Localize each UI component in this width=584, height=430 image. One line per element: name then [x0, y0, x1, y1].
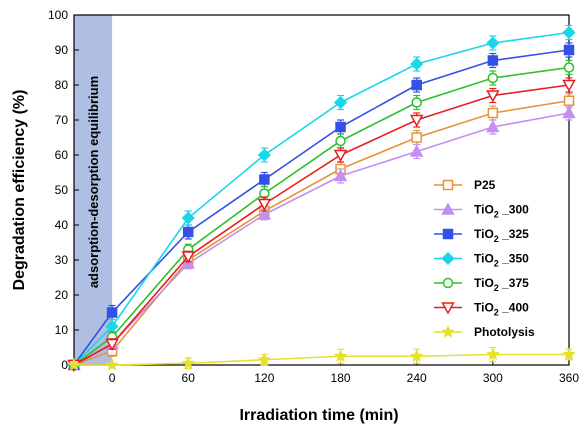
data-point — [335, 135, 346, 147]
axes-layer: 0 10 20 30 40 50 60 70 80 90 100 0 60 120 180 240 300 360 — [48, 8, 579, 385]
data-point — [487, 107, 499, 119]
x-tick-label: 300 — [483, 371, 503, 385]
data-point — [409, 349, 424, 362]
series-line — [73, 31, 570, 366]
legend-label: TiO2 _350 — [474, 252, 529, 269]
series-line — [73, 66, 570, 366]
data-point — [411, 79, 422, 91]
data-point — [410, 57, 424, 71]
data-point — [257, 352, 272, 366]
data-point — [257, 207, 272, 220]
series-6 — [67, 346, 576, 371]
data-point — [442, 228, 454, 240]
data-point — [67, 357, 81, 371]
data-point — [487, 55, 499, 66]
x-tick-label: 180 — [331, 371, 351, 385]
y-tick-label: 30 — [55, 253, 69, 267]
series-line — [73, 99, 570, 366]
legend-label: TiO2 _325 — [474, 227, 529, 244]
data-point — [181, 251, 195, 264]
x-tick-label: 0 — [109, 371, 116, 385]
legend-item: P25 — [434, 178, 496, 192]
data-point — [105, 338, 119, 352]
data-point — [562, 25, 576, 40]
data-point — [335, 121, 346, 133]
y-axis-title: Degradation efficiency (%) — [11, 90, 28, 291]
y-tick-label: 100 — [48, 8, 68, 22]
legend-label: TiO2 _375 — [474, 276, 529, 293]
data-point — [333, 349, 348, 362]
x-axis-title: Irradiation time (min) — [239, 407, 398, 424]
y-tick-label: 20 — [55, 288, 69, 302]
data-point — [442, 179, 454, 191]
x-tick-label: 360 — [559, 371, 579, 385]
data-point — [409, 114, 424, 128]
data-point — [486, 36, 500, 50]
series-3 — [67, 24, 576, 372]
series-line — [73, 49, 570, 366]
data-point — [411, 132, 422, 143]
data-point — [441, 324, 455, 338]
adsorption-region-label: adsorption-desorption equilibrium — [86, 76, 101, 288]
legend-item: TiO2 _350 — [434, 252, 529, 269]
data-point — [106, 307, 118, 318]
legend-item: TiO2 _400 — [434, 301, 529, 318]
y-tick-label: 10 — [55, 323, 69, 337]
series-2 — [68, 42, 575, 371]
data-point — [442, 277, 454, 289]
y-tick-label: 60 — [55, 148, 69, 162]
adsorption-region — [74, 15, 113, 365]
data-point — [409, 144, 424, 157]
data-point — [562, 105, 576, 119]
y-tick-label: 0 — [61, 358, 68, 372]
data-point — [182, 226, 194, 238]
x-tick-label: 240 — [407, 371, 427, 385]
series-line — [73, 84, 570, 366]
data-point — [486, 347, 500, 361]
data-point — [411, 97, 422, 108]
data-point — [259, 174, 270, 185]
adsorption-band-layer: adsorption-desorption equilibrium — [74, 15, 113, 365]
data-point — [563, 62, 575, 73]
legend-item: TiO2 _375 — [434, 276, 529, 293]
data-point — [333, 95, 348, 110]
legend-label: P25 — [474, 178, 496, 192]
legend-item: TiO2 _300 — [434, 202, 529, 220]
series-line — [74, 353, 569, 366]
legend-label: Photolysis — [474, 325, 535, 339]
series-layer — [67, 24, 576, 373]
legend: P25 TiO2 _300 TiO2 _325 TiO2 _350 TiO2 _375 T… — [434, 178, 535, 339]
legend-item: Photolysis — [434, 324, 535, 339]
data-point — [562, 79, 576, 93]
data-point — [257, 198, 272, 212]
y-tick-label: 50 — [55, 183, 69, 197]
y-tick-label: 80 — [55, 78, 69, 92]
legend-label: TiO2 _300 — [474, 203, 529, 220]
x-tick-label: 120 — [254, 371, 274, 385]
data-point — [333, 168, 348, 182]
y-tick-label: 90 — [55, 43, 69, 57]
data-point — [562, 347, 576, 361]
data-point — [441, 302, 455, 315]
y-tick-label: 40 — [55, 218, 69, 232]
data-point — [486, 90, 500, 103]
x-tick-label: 60 — [182, 371, 196, 385]
y-tick-label: 70 — [55, 113, 69, 127]
data-point — [441, 202, 455, 215]
data-point — [563, 95, 575, 106]
data-point — [487, 72, 499, 84]
data-point — [105, 357, 119, 371]
data-point — [257, 148, 271, 162]
legend-label: TiO2 _400 — [474, 301, 529, 318]
legend-item: TiO2 _325 — [434, 227, 529, 244]
data-point — [181, 211, 195, 225]
data-point — [441, 251, 455, 266]
data-point — [486, 119, 500, 133]
data-point — [333, 149, 348, 163]
data-point — [181, 356, 195, 369]
data-point — [563, 44, 575, 56]
